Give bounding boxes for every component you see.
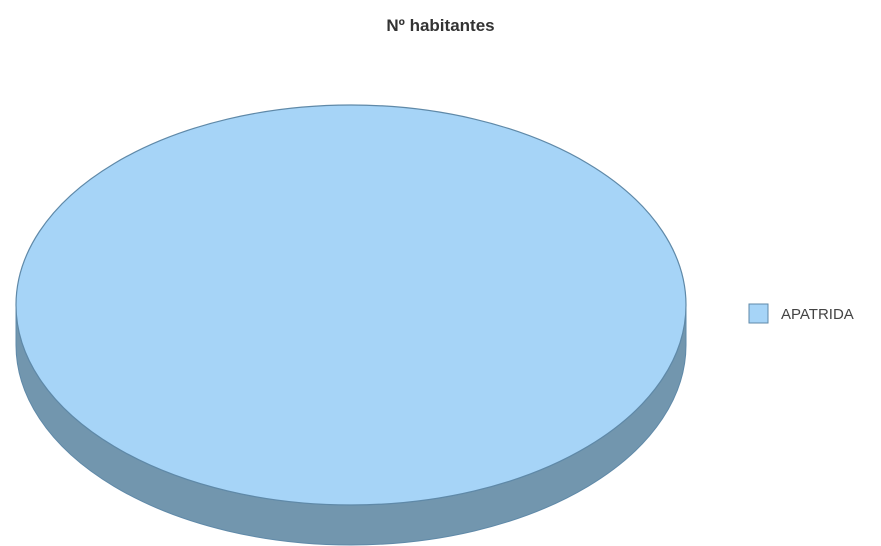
legend: APATRIDA xyxy=(748,303,854,324)
chart-title: Nº habitantes xyxy=(386,16,495,35)
legend-label-apatrida: APATRIDA xyxy=(781,306,854,323)
pie-slice-apatrida xyxy=(15,104,687,506)
legend-swatch-apatrida xyxy=(748,303,769,324)
pie-group xyxy=(15,104,687,546)
